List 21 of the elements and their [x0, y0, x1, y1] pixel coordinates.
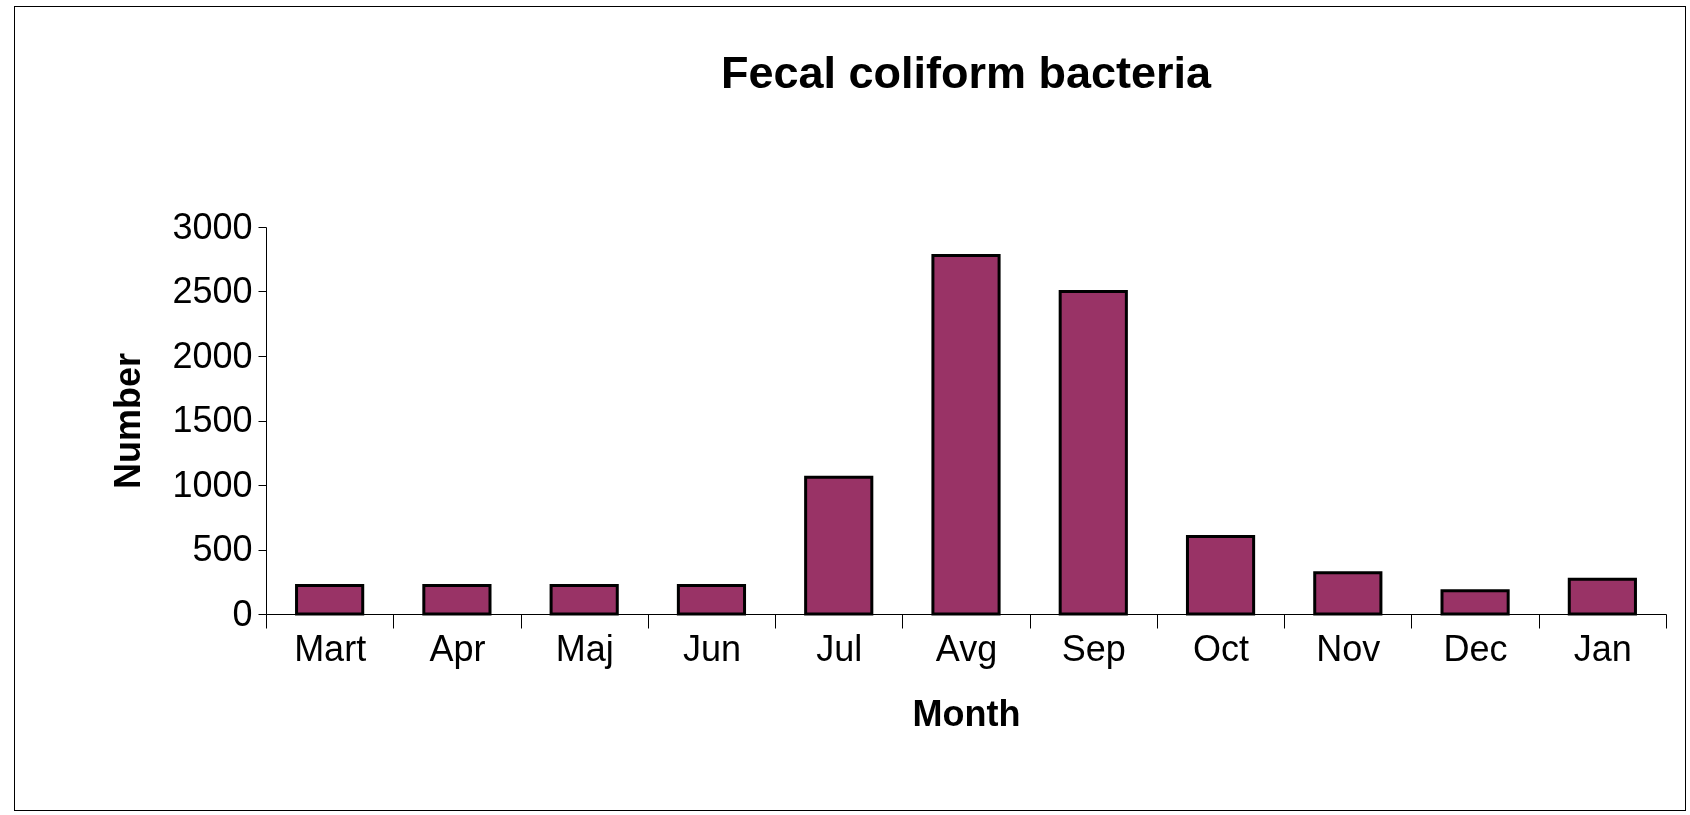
- y-tick-label: 500: [192, 528, 253, 569]
- x-tick-label: Jun: [682, 627, 741, 669]
- y-tick-label: 3000: [172, 205, 253, 247]
- y-tick-label: 0: [232, 592, 253, 634]
- y-tick-label: 2500: [172, 270, 253, 311]
- chart-title: Fecal coliform bacteria: [720, 47, 1213, 98]
- x-tick-label: Sep: [1061, 627, 1126, 669]
- y-tick-label: 1500: [172, 399, 253, 440]
- x-tick-label: Dec: [1443, 627, 1508, 669]
- y-tick-label: 1000: [172, 463, 253, 505]
- x-tick-label: Jan: [1573, 627, 1632, 669]
- x-tick-label: Avg: [935, 627, 998, 669]
- x-axis-title: Month: [912, 692, 1021, 734]
- x-tick-label: Mart: [294, 627, 367, 669]
- x-tick-label: Nov: [1316, 627, 1381, 669]
- x-tick-label: Jul: [816, 627, 863, 669]
- y-tick-label: 2000: [172, 334, 253, 376]
- x-tick-label: Apr: [429, 627, 486, 669]
- x-tick-label: Oct: [1193, 627, 1250, 669]
- x-tick-label: Maj: [555, 627, 614, 669]
- y-axis-title: Number: [107, 352, 149, 490]
